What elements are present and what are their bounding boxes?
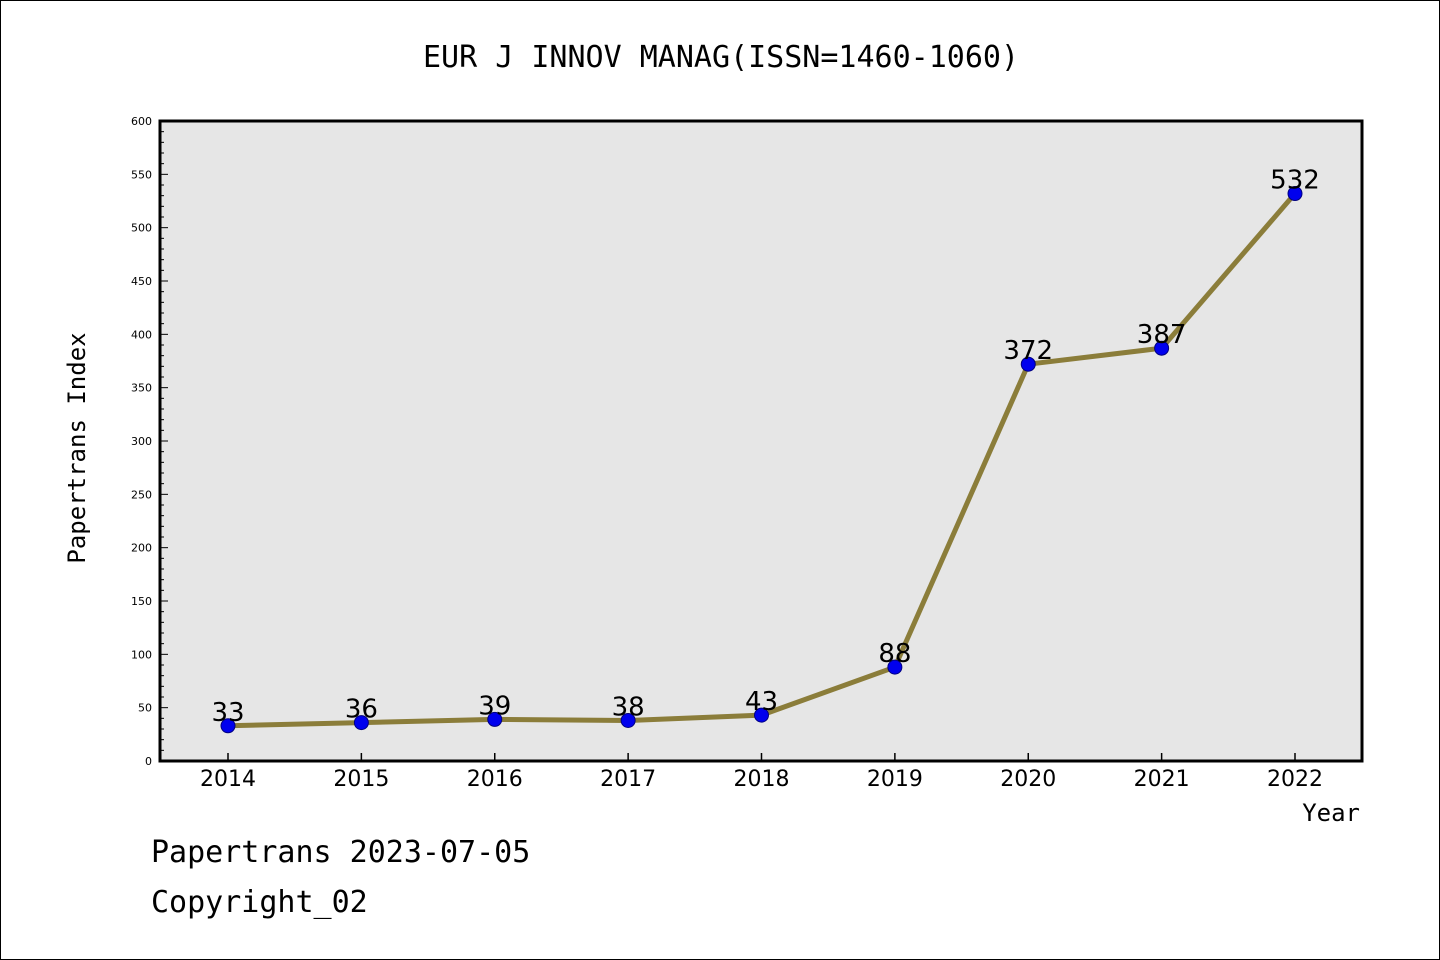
y-tick-label: 200 (131, 542, 152, 555)
data-labels-layer: 33 36 39 38 43 88 372 387 532 (211, 166, 1319, 728)
y-tick-label: 600 (131, 115, 152, 128)
data-label: 38 (612, 692, 645, 722)
y-tick-label: 500 (131, 222, 152, 235)
y-tick-label: 400 (131, 328, 152, 341)
y-tick-label: 100 (131, 648, 152, 661)
data-label: 33 (211, 698, 244, 728)
x-tick-label: 2019 (867, 767, 923, 792)
footer-source-text: Papertrans 2023-07-05 (151, 835, 531, 870)
y-tick-label: 50 (138, 702, 152, 715)
y-axis-label: Papertrans Index (63, 332, 91, 563)
y-tick-label: 550 (131, 168, 152, 181)
data-point (220, 718, 236, 734)
data-point (620, 712, 636, 728)
x-tick-label: 2022 (1267, 767, 1323, 792)
data-label: 88 (878, 639, 911, 669)
y-tick-label: 0 (145, 755, 152, 768)
data-label: 39 (478, 691, 511, 721)
series-layer (220, 186, 1303, 734)
data-label: 372 (1003, 336, 1053, 366)
data-point (1154, 340, 1170, 356)
data-point (754, 707, 769, 723)
x-tick-label: 2015 (333, 767, 389, 792)
data-label: 36 (345, 695, 378, 725)
x-tick-label: 2017 (600, 767, 656, 792)
data-point (887, 659, 903, 675)
y-tick-label: 300 (131, 435, 152, 448)
y-axis-ticks: 0 50 100 150 200 250 300 350 400 450 500 550 600 (131, 115, 168, 768)
data-point (353, 715, 369, 731)
data-label: 532 (1270, 166, 1320, 196)
data-point (1020, 356, 1036, 372)
plot-area (158, 119, 1364, 763)
x-tick-label: 2020 (1000, 767, 1056, 792)
y-tick-label: 150 (131, 595, 152, 608)
chart-title: EUR J INNOV MANAG(ISSN=1460-1060) (423, 40, 1019, 75)
data-point (487, 711, 503, 727)
data-label: 387 (1137, 320, 1187, 350)
x-axis-ticks: 2014 2015 2016 2017 2018 2019 2020 2021 2022 (200, 753, 1323, 792)
x-tick-label: 2014 (200, 767, 256, 792)
y-tick-label: 250 (131, 488, 152, 501)
x-tick-label: 2021 (1134, 767, 1190, 792)
data-label: 43 (745, 687, 778, 717)
footer-copyright-text: Copyright_02 (151, 885, 368, 920)
x-tick-label: 2018 (734, 767, 790, 792)
data-point (1287, 186, 1303, 202)
y-tick-label: 450 (131, 275, 152, 288)
x-axis-label: Year (1302, 799, 1360, 827)
y-tick-label: 350 (131, 382, 152, 395)
x-tick-label: 2016 (467, 767, 523, 792)
